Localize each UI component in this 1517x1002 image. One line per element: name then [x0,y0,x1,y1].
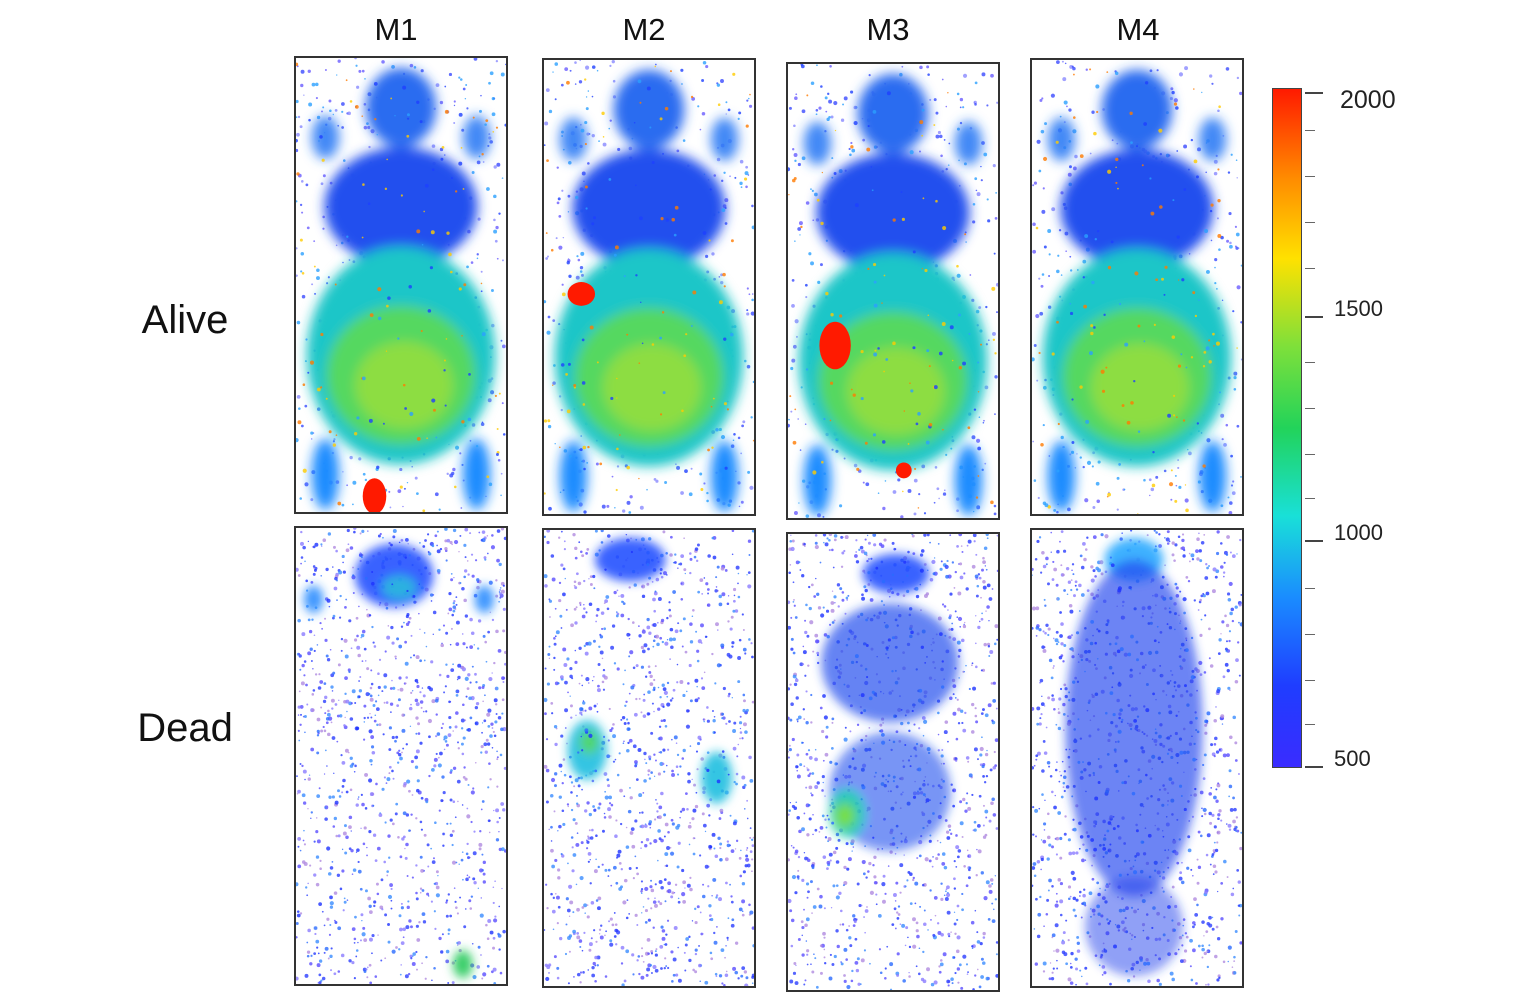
panel-dead-m1 [294,526,508,986]
mouse-image-alive-m3 [788,64,998,518]
mouse-image-dead-m4 [1032,530,1242,986]
panel-alive-m3 [786,62,1000,520]
colorbar-minor-tick [1305,724,1315,725]
colorbar-label-1000: 1000 [1334,520,1383,545]
colorbar-minor-tick [1305,222,1315,223]
mouse-image-dead-m1 [296,528,506,984]
row-label-alive: Alive [141,298,229,342]
colorbar-minor-tick [1305,454,1315,455]
column-label-m2: M2 [622,12,666,47]
colorbar-minor-tick [1305,408,1315,409]
colorbar-minor-tick [1305,634,1315,635]
panel-alive-m2 [542,58,756,516]
panel-alive-m4 [1030,58,1244,516]
panel-dead-m4 [1030,528,1244,988]
row-label-dead: Dead [137,706,233,750]
mouse-image-alive-m4 [1032,60,1242,514]
mouse-image-dead-m3 [788,534,998,990]
panel-dead-m3 [786,532,1000,992]
colorbar-label-1500: 1500 [1334,296,1383,321]
colorbar-tick [1305,316,1323,318]
colorbar-minor-tick [1305,130,1315,131]
colorbar-tick [1305,766,1323,768]
colorbar-minor-tick [1305,176,1315,177]
column-label-m3: M3 [866,12,910,47]
colorbar-label-2000: 2000 [1340,86,1396,114]
column-label-m4: M4 [1116,12,1160,47]
colorbar-minor-tick [1305,588,1315,589]
mouse-image-alive-m1 [296,58,506,512]
colorbar-minor-tick [1305,268,1315,269]
mouse-image-dead-m2 [544,530,754,986]
panel-dead-m2 [542,528,756,988]
colorbar-minor-tick [1305,362,1315,363]
colorbar-label-500: 500 [1334,746,1371,771]
colorbar-minor-tick [1305,680,1315,681]
mouse-image-alive-m2 [544,60,754,514]
colorbar-tick [1305,540,1323,542]
panel-alive-m1 [294,56,508,514]
intensity-colorbar [1272,88,1302,768]
colorbar-tick [1305,92,1323,94]
column-label-m1: M1 [374,12,418,47]
colorbar-minor-tick [1305,498,1315,499]
